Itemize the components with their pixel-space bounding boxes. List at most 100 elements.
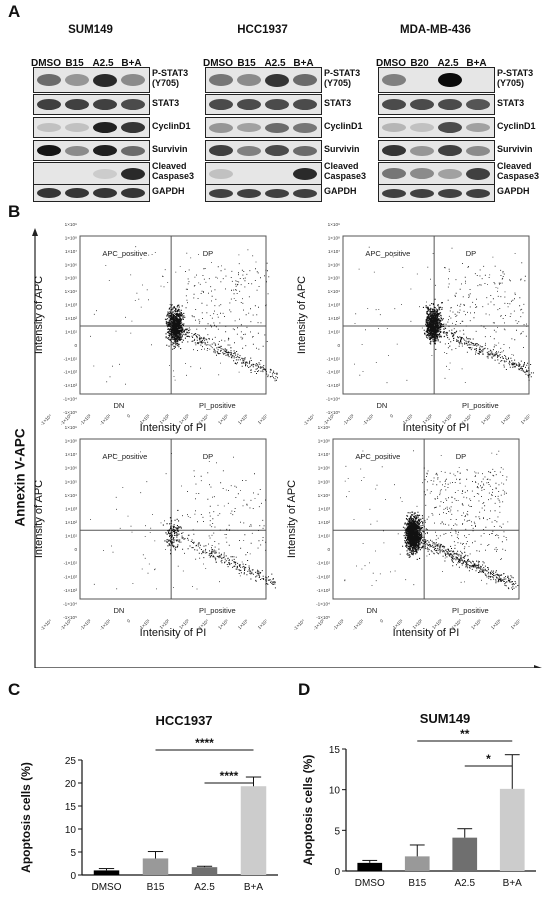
blot-band (209, 188, 233, 198)
quadrant-label-ul: APC_positive (355, 452, 400, 461)
blot-band (293, 122, 317, 133)
blot-band (237, 99, 261, 110)
y-axis-label: Apoptosis cells (%) (19, 762, 33, 873)
lane-label: B+A (466, 58, 487, 69)
blot-row-label: CyclinD1 (152, 121, 212, 131)
blot-band (121, 167, 145, 180)
blot-band (93, 73, 117, 87)
y-tick-label: 1×10² (65, 316, 77, 321)
bar (240, 786, 267, 875)
blot-row-label-line1: P-STAT3 (497, 68, 534, 78)
y-tick-label: -1×10⁵ (63, 615, 77, 620)
y-tick-label: 15 (329, 745, 341, 756)
blot-band (410, 123, 434, 132)
event-dots (90, 246, 278, 385)
y-tick-label: 5 (334, 826, 340, 837)
bar (499, 788, 525, 871)
blot-band (237, 74, 261, 86)
blot-row-label-line1: P-STAT3 (324, 68, 361, 78)
chart-d-sum149: SUM149 0 5 10 15 Apoptosis cells (%) DMSO B15 A2… (301, 711, 536, 889)
event-dots (90, 451, 276, 590)
y-tick-label: -1×10⁵ (63, 410, 77, 415)
lane-label: B+A (293, 58, 314, 69)
y-tick-label: -1×10³ (64, 588, 78, 593)
blot-band (438, 168, 462, 179)
blot-row-label-line1: Cleaved (152, 161, 187, 171)
blot-row-label-line2: (Y705) (152, 78, 180, 88)
y-tick-label: -1×10⁴ (63, 397, 77, 402)
y-tick-label: 1×10⁷ (65, 249, 77, 254)
y-tick-label: -1×10⁵ (316, 615, 330, 620)
blot-row-label-line1: CyclinD1 (497, 121, 536, 131)
y-axis-label: Intensity of APC (33, 480, 45, 558)
blot-row-label-line1: Cleaved (324, 161, 359, 171)
blot-band (293, 188, 317, 198)
y-tick-label: 1×10¹ (65, 534, 77, 539)
y-tick-label: 1×10⁷ (328, 249, 340, 254)
blot-row-label-line1: Cleaved (497, 161, 532, 171)
blot-band (65, 99, 89, 110)
quadrant-label-lr: PI_positive (452, 606, 489, 615)
blot-row-label: Cleaved Caspase3 (152, 161, 212, 181)
significance-label: ** (460, 727, 470, 741)
blot-band (466, 145, 490, 156)
blot-band (209, 74, 233, 86)
blot-band (209, 168, 233, 179)
y-tick-label: 20 (65, 779, 77, 790)
chart-c-hcc1937: HCC1937 0 5 10 15 20 25 Apoptosis cells (%) DMSO… (19, 713, 278, 893)
quadrant-label-lr: PI_positive (199, 606, 236, 615)
lane-label: A2.5 (92, 58, 114, 69)
lane-label: DMSO (31, 58, 61, 69)
blot-band (466, 167, 490, 180)
blot-strip (205, 140, 322, 161)
y-axis-label: Apoptosis cells (%) (301, 755, 315, 866)
blot-band (37, 123, 61, 132)
blot-band (382, 168, 406, 179)
y-tick-label: 1×10⁹ (318, 425, 330, 430)
y-tick-label: 1×10³ (318, 506, 330, 511)
y-tick-label: -1×10¹ (327, 356, 341, 361)
blot-band (65, 188, 89, 198)
blot-row-label: Cleaved Caspase3 (324, 161, 384, 181)
y-tick-label: -1×10¹ (64, 356, 78, 361)
blot-row-label: Cleaved Caspase3 (497, 161, 550, 181)
blot-band (410, 145, 434, 156)
category-label: B15 (408, 878, 426, 889)
y-tick-label: 10 (329, 786, 341, 797)
blot-band (121, 74, 145, 86)
blot-band (382, 74, 406, 86)
cell-line-title: SUM149 (68, 24, 113, 36)
quadrant-label-lr: PI_positive (199, 401, 236, 410)
blot-band (209, 122, 233, 133)
y-tick-label: 0 (327, 547, 330, 552)
y-tick-label: 1×10¹ (328, 329, 340, 334)
x-tick-label: 1×10⁵ (470, 618, 482, 630)
x-tick-label: -1×10⁴ (292, 618, 305, 631)
flow-plots: APC_positive DP DN PI_positive 1×10⁹ 1×10⁸ 1×1… (33, 222, 534, 639)
event-dot-cloud (90, 246, 278, 385)
blot-strip (378, 117, 495, 138)
y-tick-label: 5 (70, 848, 76, 859)
quadrant-label-lr: PI_positive (462, 401, 499, 410)
blot-band (438, 99, 462, 110)
bar (93, 870, 120, 875)
cell-line-title: HCC1937 (237, 24, 288, 36)
blot-band (438, 188, 462, 198)
y-tick-label: 1×10² (328, 316, 340, 321)
blot-row-label: CyclinD1 (497, 121, 550, 131)
blot-band (209, 99, 233, 110)
y-tick-label: 15 (65, 802, 77, 813)
y-tick-label: -1×10⁴ (63, 601, 77, 606)
y-tick-label: 1×10⁴ (318, 493, 330, 498)
x-tick-label: 0 (379, 618, 385, 624)
y-tick-label: 1×10⁸ (318, 439, 330, 444)
blot-row-label: Survivin (152, 144, 212, 154)
blot-band (438, 122, 462, 133)
y-tick-label: 1×10⁷ (318, 452, 330, 457)
blot-row-label: Survivin (324, 144, 384, 154)
y-tick-label: -1×10³ (327, 383, 341, 388)
y-tick-label: 1×10⁴ (65, 289, 77, 294)
blot-band (93, 122, 117, 133)
blot-row-label: Survivin (497, 144, 550, 154)
lane-label: A2.5 (437, 58, 459, 69)
